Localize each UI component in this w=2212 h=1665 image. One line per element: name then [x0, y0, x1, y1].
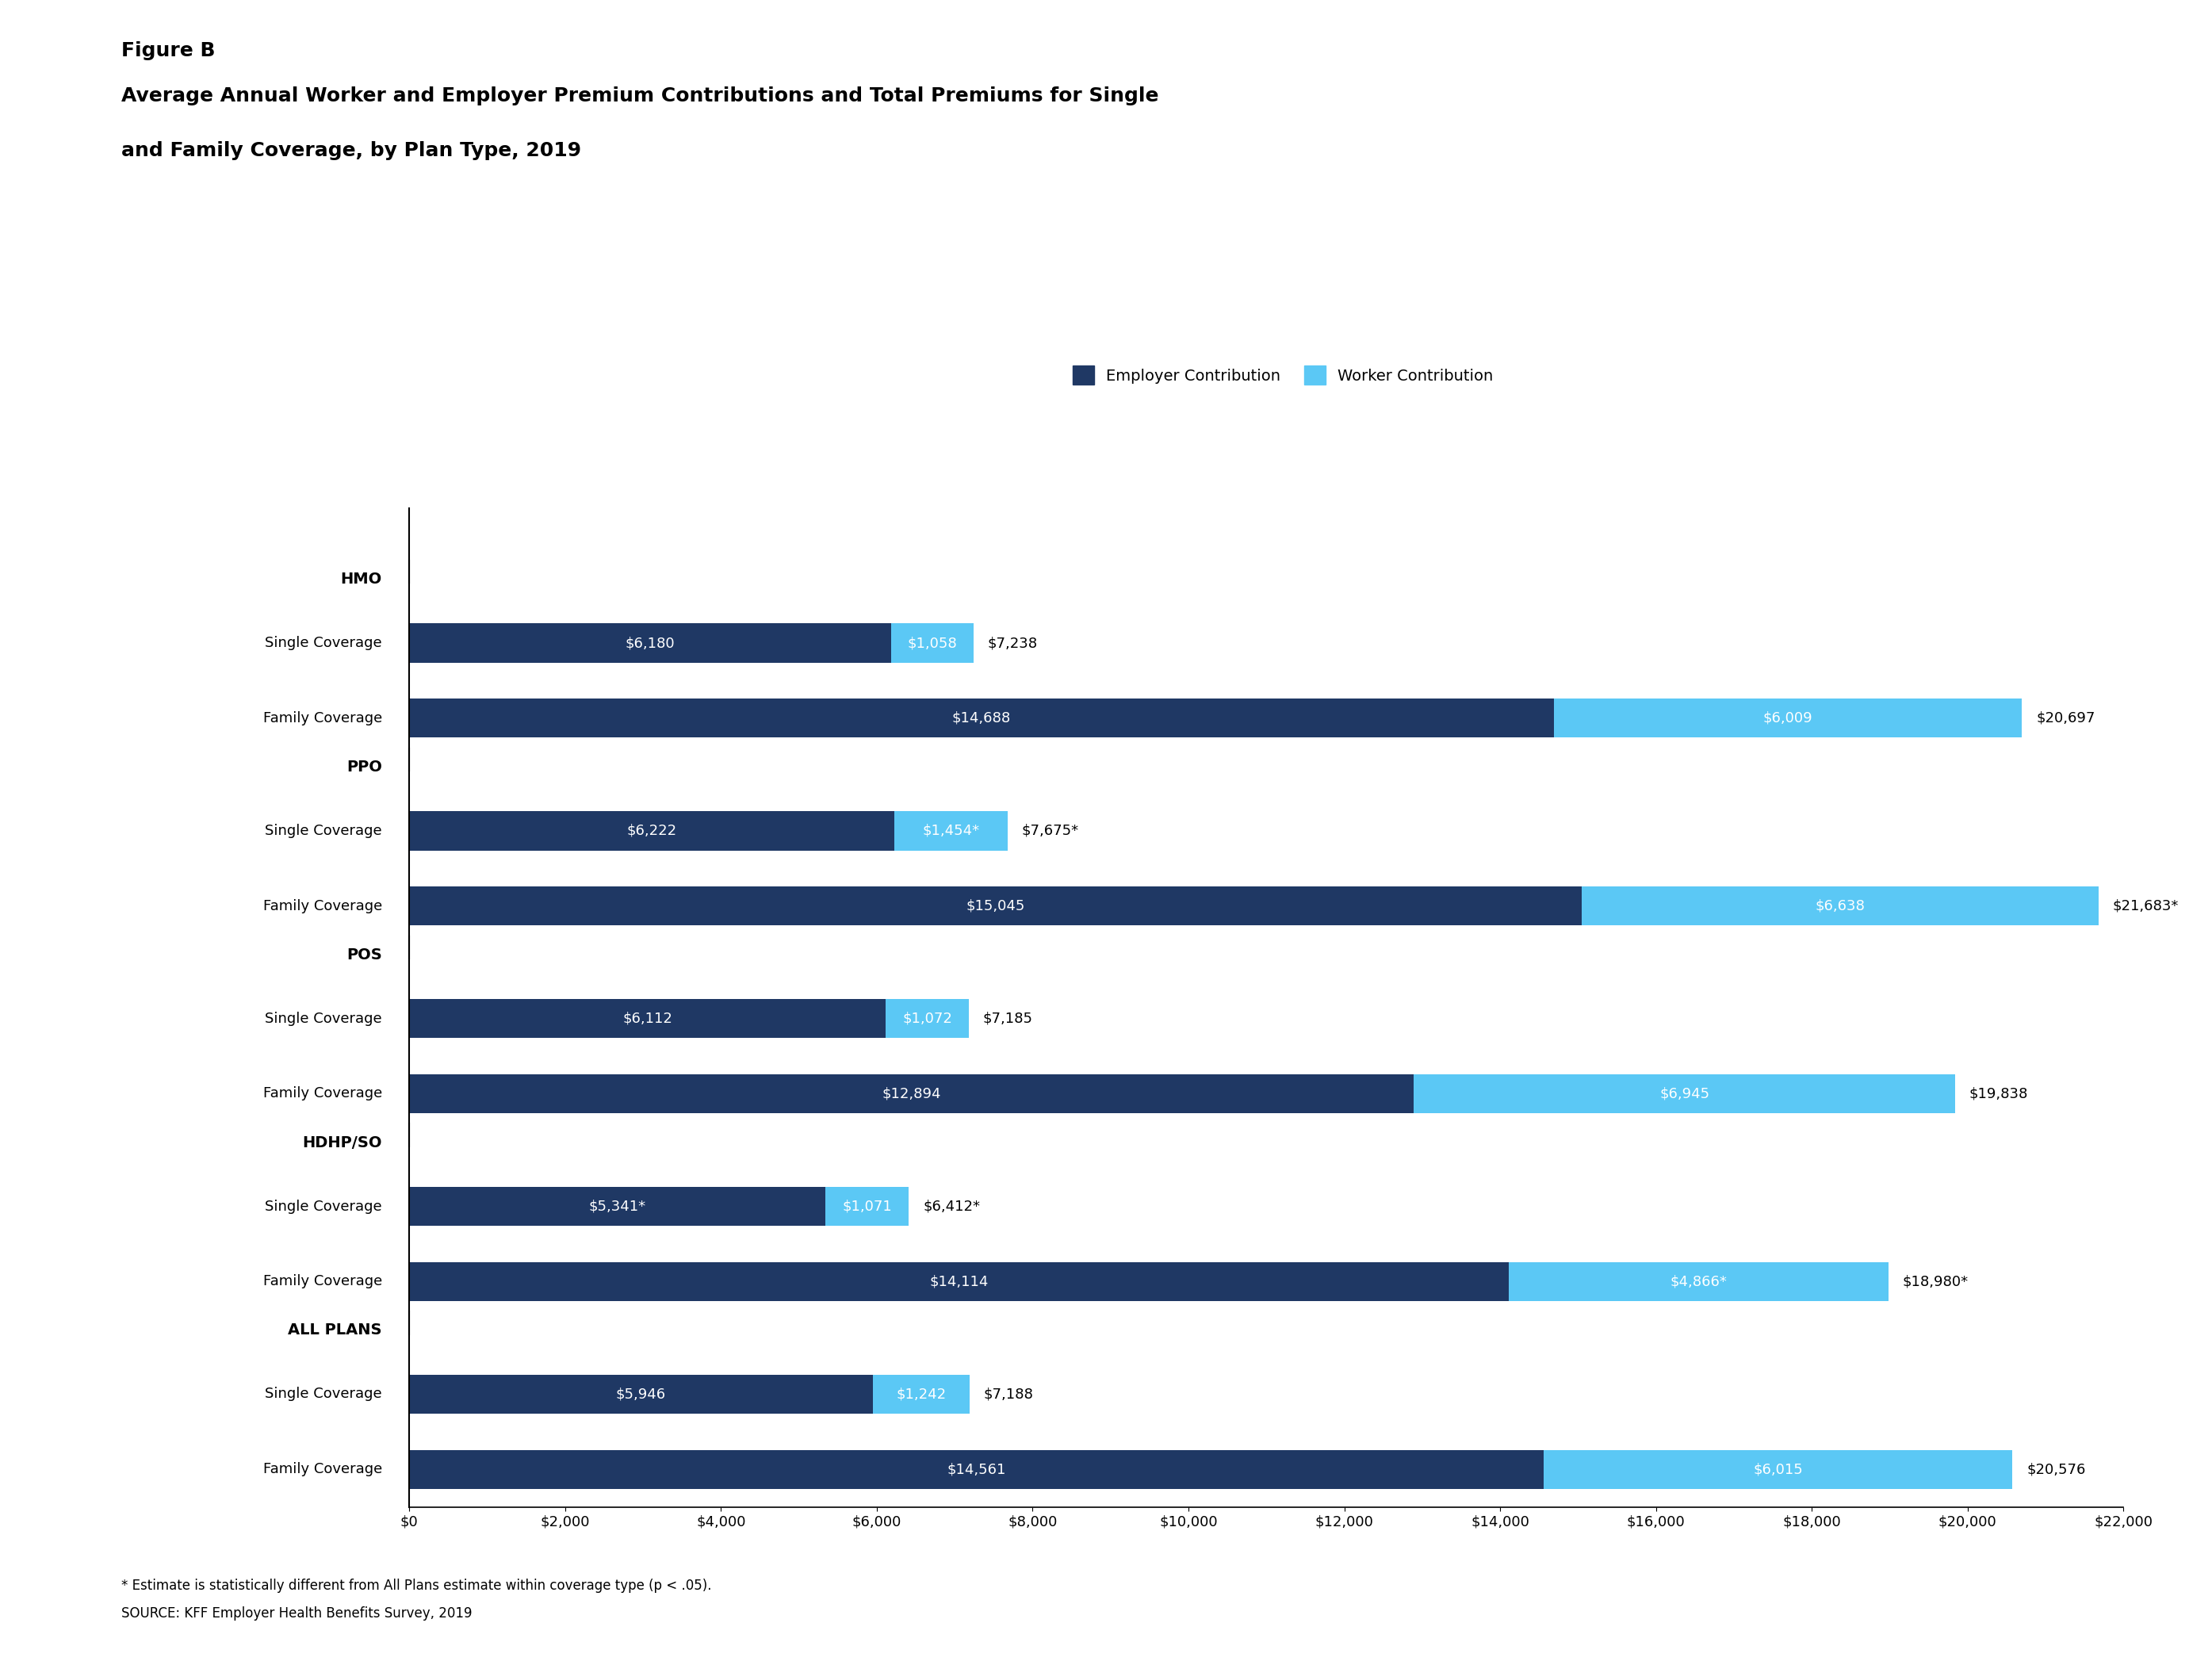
Text: SOURCE: KFF Employer Health Benefits Survey, 2019: SOURCE: KFF Employer Health Benefits Sur… [122, 1607, 473, 1622]
Bar [409, 1187, 825, 1225]
Text: $1,242: $1,242 [896, 1387, 947, 1402]
Text: $7,675*: $7,675* [1022, 824, 1079, 837]
Text: ALL PLANS: ALL PLANS [288, 1322, 383, 1339]
Text: $21,683*: $21,683* [2112, 899, 2179, 912]
Bar [409, 623, 891, 663]
Text: $20,697: $20,697 [2035, 711, 2095, 726]
Bar [1509, 1262, 1889, 1300]
Text: $6,180: $6,180 [626, 636, 675, 649]
Text: $1,071: $1,071 [843, 1199, 891, 1214]
Text: $1,058: $1,058 [907, 636, 958, 649]
Text: $4,866*: $4,866* [1670, 1274, 1728, 1289]
Bar [885, 999, 969, 1037]
Bar [872, 1375, 969, 1414]
Bar [825, 1187, 909, 1225]
Bar [1413, 1074, 1955, 1114]
Text: PPO: PPO [347, 759, 383, 774]
Text: Family Coverage: Family Coverage [263, 1462, 383, 1477]
Text: Average Annual Worker and Employer Premium Contributions and Total Premiums for : Average Annual Worker and Employer Premi… [122, 87, 1159, 105]
Text: $20,576: $20,576 [2026, 1462, 2086, 1477]
Text: $6,412*: $6,412* [922, 1199, 980, 1214]
Text: $6,638: $6,638 [1816, 899, 1865, 912]
Bar [894, 811, 1006, 851]
Text: $14,688: $14,688 [951, 711, 1011, 726]
Text: Single Coverage: Single Coverage [265, 1199, 383, 1214]
Text: $7,188: $7,188 [984, 1387, 1033, 1402]
Text: Single Coverage: Single Coverage [265, 636, 383, 649]
Text: $7,185: $7,185 [982, 1011, 1033, 1026]
Bar [1544, 1450, 2013, 1489]
Text: $6,222: $6,222 [626, 824, 677, 837]
Text: $18,980*: $18,980* [1902, 1274, 1969, 1289]
Bar [1582, 886, 2099, 926]
Text: $5,341*: $5,341* [588, 1199, 646, 1214]
Bar [409, 999, 885, 1037]
Text: Single Coverage: Single Coverage [265, 1011, 383, 1026]
Text: $12,894: $12,894 [883, 1087, 940, 1101]
Text: $6,112: $6,112 [622, 1011, 672, 1026]
Bar [1553, 699, 2022, 738]
Text: $14,114: $14,114 [929, 1274, 989, 1289]
Text: $5,946: $5,946 [615, 1387, 666, 1402]
Bar [409, 699, 1553, 738]
Text: Family Coverage: Family Coverage [263, 1274, 383, 1289]
Text: HDHP/SO: HDHP/SO [303, 1136, 383, 1151]
Text: Family Coverage: Family Coverage [263, 711, 383, 726]
Text: and Family Coverage, by Plan Type, 2019: and Family Coverage, by Plan Type, 2019 [122, 142, 582, 160]
Text: $6,009: $6,009 [1763, 711, 1812, 726]
Text: $6,945: $6,945 [1659, 1087, 1710, 1101]
Text: $15,045: $15,045 [967, 899, 1024, 912]
Legend: Employer Contribution, Worker Contribution: Employer Contribution, Worker Contributi… [1073, 366, 1493, 385]
Bar [409, 1375, 872, 1414]
Bar [409, 1074, 1413, 1114]
Text: $7,238: $7,238 [987, 636, 1037, 649]
Text: * Estimate is statistically different from All Plans estimate within coverage ty: * Estimate is statistically different fr… [122, 1578, 712, 1593]
Bar [891, 623, 973, 663]
Bar [409, 886, 1582, 926]
Text: Figure B: Figure B [122, 42, 215, 60]
Text: Single Coverage: Single Coverage [265, 1387, 383, 1402]
Text: Family Coverage: Family Coverage [263, 899, 383, 912]
Bar [409, 1262, 1509, 1300]
Text: HMO: HMO [341, 571, 383, 586]
Text: $1,454*: $1,454* [922, 824, 980, 837]
Bar [409, 1450, 1544, 1489]
Bar [409, 811, 894, 851]
Text: $14,561: $14,561 [947, 1462, 1006, 1477]
Text: $1,072: $1,072 [902, 1011, 951, 1026]
Text: Single Coverage: Single Coverage [265, 824, 383, 837]
Text: POS: POS [347, 947, 383, 962]
Text: Family Coverage: Family Coverage [263, 1087, 383, 1101]
Text: $19,838: $19,838 [1969, 1087, 2028, 1101]
Text: $6,015: $6,015 [1754, 1462, 1803, 1477]
